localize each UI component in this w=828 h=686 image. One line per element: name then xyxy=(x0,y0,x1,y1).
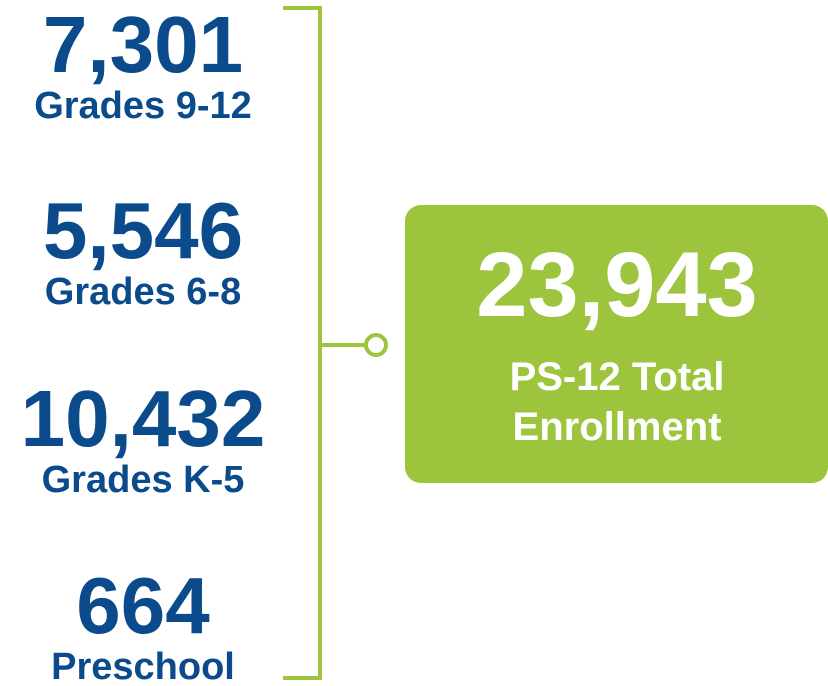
total-box xyxy=(405,205,828,483)
bracket-line xyxy=(283,6,322,680)
item-value: 664 xyxy=(76,561,210,650)
connector-dot xyxy=(364,333,388,357)
item-label: Preschool xyxy=(51,646,235,686)
total-value: 23,943 xyxy=(476,234,757,336)
item-label: Grades K-5 xyxy=(42,459,245,501)
item-value: 10,432 xyxy=(21,374,266,463)
total-label: PS-12 Total xyxy=(510,355,725,399)
item-label: Grades 6-8 xyxy=(45,271,241,313)
bracket xyxy=(283,6,388,680)
item-label: Grades 9-12 xyxy=(34,85,252,127)
item-value: 7,301 xyxy=(43,0,243,89)
item-value: 5,546 xyxy=(43,186,243,275)
total-label: Enrollment xyxy=(513,405,722,449)
